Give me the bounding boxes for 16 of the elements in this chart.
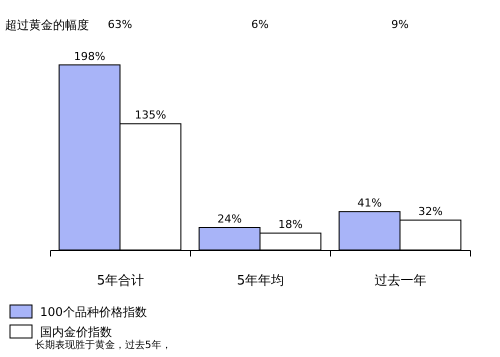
data-label: 18%	[278, 218, 303, 232]
text: 6%	[251, 18, 269, 31]
data-label: 135%	[134, 108, 166, 122]
x-tick-label: 5年年均	[236, 274, 284, 288]
text: 超过黄金的幅度	[5, 18, 89, 32]
text: 9%	[391, 18, 409, 31]
data-label: 198%	[74, 50, 106, 63]
text: 长期表现胜于黄金，过去5年，	[35, 339, 172, 351]
data-label: 32%	[418, 205, 443, 218]
x-tick-label: 5年合计	[96, 274, 144, 288]
legend-label: 100个品种价格指数	[40, 305, 147, 319]
data-label: 24%	[217, 212, 242, 226]
legend-label: 国内金价指数	[40, 325, 112, 339]
text: 63%	[108, 18, 132, 31]
x-tick-label: 过去一年	[374, 274, 426, 288]
data-label: 41%	[357, 196, 382, 210]
